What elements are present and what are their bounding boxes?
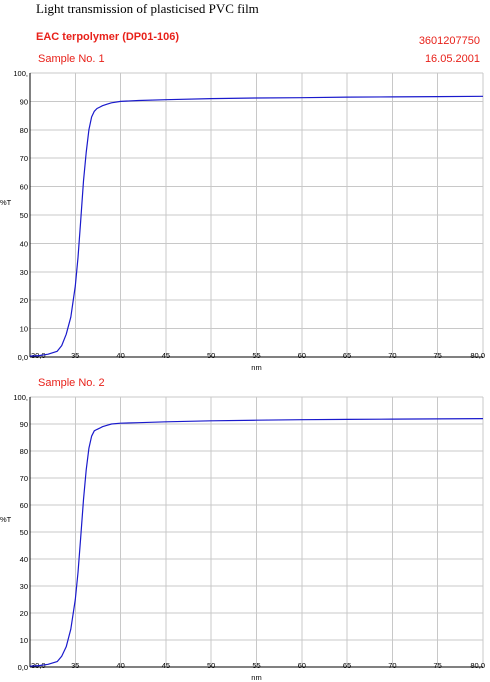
x-tick-label: 50 [207,661,215,670]
x-tick-label: 60 [298,351,306,360]
y-tick-label: 70 [20,154,28,163]
y-tick-label: 60 [20,183,28,192]
y-tick-label: 50 [20,528,28,537]
page-title: Light transmission of plasticised PVC fi… [36,1,259,16]
x-tick-label: 75 [434,351,442,360]
x-tick-label: 50 [207,351,215,360]
x-tick-label: 45 [162,661,170,670]
x-tick-label: 75 [434,661,442,670]
x-tick-label: 35 [71,661,79,670]
chart-1-subtitle: Sample No. 1 [38,53,105,65]
x-tick-label: 60 [298,661,306,670]
series-line [29,95,484,357]
y-tick-label: 70 [20,474,28,483]
x-tick-label: 80,0 [470,661,485,670]
y-tick-label: 100, [13,69,28,78]
y-tick-label: 90 [20,420,28,429]
x-axis-label: nm [251,363,261,372]
chart-2-subtitle: Sample No. 2 [38,377,105,389]
y-axis-label: %T [0,198,12,207]
x-tick-label: 45 [162,351,170,360]
y-tick-label: 30 [20,268,28,277]
document-code: 3601207750 [418,35,480,47]
y-tick-label: 80 [20,447,28,456]
y-tick-label: 0,0 [18,663,28,672]
x-tick-label: 40 [116,661,124,670]
x-tick-label: 70 [388,351,396,360]
y-tick-label: 30 [20,582,28,591]
x-tick-label: 65 [343,351,351,360]
x-axis-label: nm [251,673,261,682]
y-tick-label: 20 [20,296,28,305]
series-line [29,418,484,667]
y-tick-label: 0,0 [18,353,28,362]
x-tick-label: 40 [116,351,124,360]
product-name: EAC terpolymer (DP01-106) [36,31,180,43]
x-tick-label: 80,0 [470,351,485,360]
y-tick-label: 50 [20,211,28,220]
y-axis-label: %T [0,515,12,524]
y-tick-label: 40 [20,239,28,248]
x-tick-label: 70 [388,661,396,670]
y-tick-label: 10 [20,636,28,645]
y-tick-label: 90 [20,97,28,106]
x-tick-label: 35 [71,351,79,360]
y-tick-label: 20 [20,609,28,618]
y-tick-label: 40 [20,555,28,564]
x-tick-label: 55 [252,661,260,670]
x-tick-label: 65 [343,661,351,670]
document-date: 16.05.2001 [424,53,480,65]
y-tick-label: 60 [20,501,28,510]
y-tick-label: 100, [13,393,28,402]
y-tick-label: 80 [20,126,28,135]
x-tick-label: 55 [252,351,260,360]
y-tick-label: 10 [20,325,28,334]
